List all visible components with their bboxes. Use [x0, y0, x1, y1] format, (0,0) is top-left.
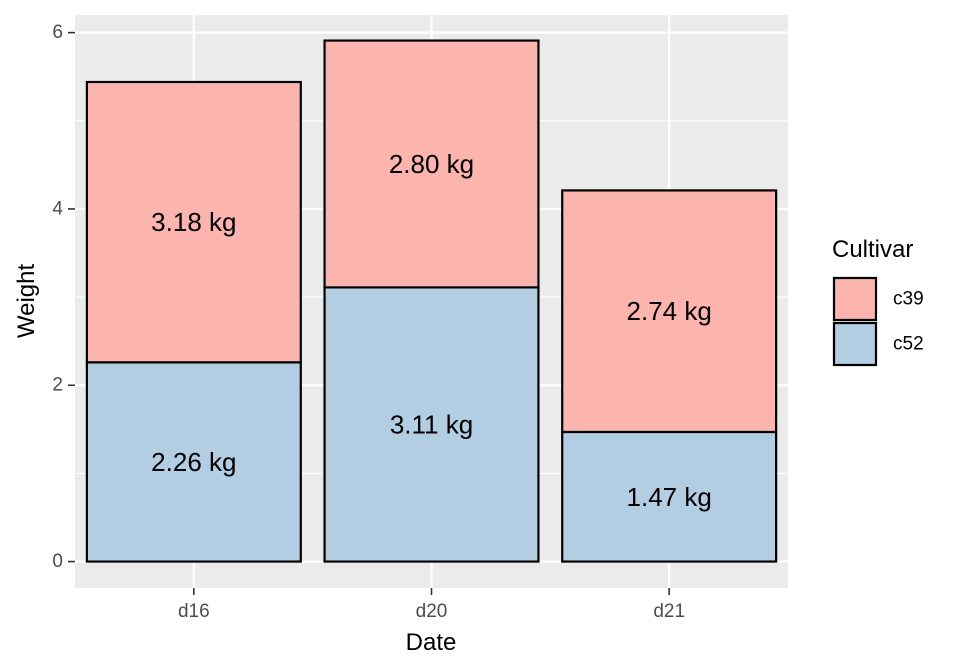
bars — [85, 39, 778, 563]
bar-label-c39-d16: 3.18 kg — [151, 207, 236, 237]
x-tick-label: d20 — [416, 601, 448, 622]
y-tick-label: 6 — [52, 22, 63, 43]
y-tick-label: 4 — [52, 198, 63, 219]
x-axis-title: Date — [406, 629, 457, 656]
bar-label-c52-d16: 2.26 kg — [151, 447, 236, 477]
x-axis: d16 d20 d21 — [178, 588, 685, 622]
legend: Cultivar c39 c52 — [832, 236, 924, 367]
y-axis: 0 2 4 6 — [52, 22, 75, 572]
y-axis-title: Weight — [13, 264, 40, 339]
legend-label-c52: c52 — [893, 334, 924, 355]
bar-labels: 2.26 kg 3.18 kg 3.11 kg 2.80 kg 1.47 kg 2.74 … — [151, 149, 712, 512]
bar-segment-c39-d21 — [561, 189, 778, 434]
y-tick-label: 0 — [52, 551, 63, 572]
bar-label-c39-d21: 2.74 kg — [627, 296, 712, 326]
bar-segment-c39-d16 — [85, 80, 302, 364]
legend-label-c39: c39 — [893, 289, 924, 310]
bar-segment-c52-d16 — [85, 361, 302, 563]
legend-key-c52 — [832, 321, 878, 367]
legend-title: Cultivar — [832, 236, 913, 263]
y-tick-label: 2 — [52, 375, 63, 396]
bar-segment-c52-d21 — [561, 430, 778, 563]
x-tick-label: d16 — [178, 601, 210, 622]
bar-label-c39-d20: 2.80 kg — [389, 149, 474, 179]
bar-label-c52-d20: 3.11 kg — [390, 409, 473, 439]
x-tick-label: d21 — [653, 601, 685, 622]
legend-key-c39 — [832, 276, 878, 322]
bar-segment-c52-d20 — [323, 286, 540, 563]
bar-segment-c39-d20 — [323, 39, 540, 289]
bar-label-c52-d21: 1.47 kg — [627, 482, 712, 512]
